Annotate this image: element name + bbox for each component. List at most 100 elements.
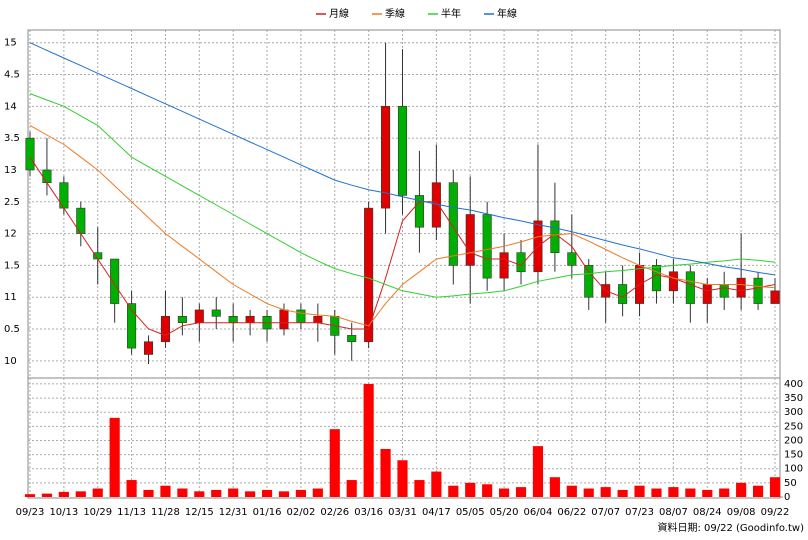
volume-bar (566, 485, 577, 497)
legend-label: 年線 (497, 7, 517, 20)
volume-bar (397, 460, 408, 497)
volume-bar (143, 489, 154, 497)
candle-body (313, 315, 323, 323)
volume-bar (583, 488, 594, 497)
y-tick-label: 11 (4, 292, 17, 303)
candle-body (110, 258, 120, 304)
candle-body (127, 303, 137, 349)
candle-body (143, 341, 154, 355)
candle-body (397, 106, 408, 196)
volume-bar (414, 480, 425, 497)
candle-body (753, 277, 763, 304)
candle-body (177, 315, 187, 323)
candle-body (347, 335, 357, 343)
x-tick-label: 06/22 (557, 507, 586, 518)
volume-bar (685, 488, 696, 497)
volume-bar (634, 485, 645, 497)
volume-bar (515, 487, 527, 497)
volume-bar (194, 491, 205, 497)
y2-tick-label: 200 (784, 435, 803, 446)
volume-bar (24, 494, 36, 497)
x-tick-label: 05/05 (456, 507, 485, 518)
volume-bar (160, 485, 171, 497)
y-tick-label: 13 (4, 165, 17, 176)
x-tick-label: 02/02 (286, 507, 315, 518)
volume-bar (92, 488, 103, 497)
x-tick-label: 08/07 (659, 507, 688, 518)
volume-bar (126, 480, 137, 497)
volume-bar (549, 477, 560, 497)
volume-bar (312, 488, 323, 497)
volume-bar (600, 487, 611, 497)
candle-body (160, 315, 170, 343)
candle-body (550, 220, 560, 253)
y2-tick-label: 150 (784, 450, 803, 461)
candle-body (567, 252, 577, 266)
x-tick-label: 09/23 (16, 507, 45, 518)
legend-label: 季線 (385, 7, 405, 20)
x-tick-label: 11/28 (151, 507, 180, 518)
candle-body (668, 271, 678, 292)
y2-tick-label: 100 (784, 464, 803, 475)
candle-body (42, 169, 52, 183)
ma-line (29, 156, 776, 336)
plot-frame (27, 29, 781, 499)
y-tick-label: 14 (4, 101, 17, 112)
candle-body (719, 284, 729, 298)
y2-tick-label: 400 (784, 379, 803, 390)
candle-body (651, 265, 662, 292)
x-tick-label: 08/24 (693, 507, 722, 518)
candle-body (245, 315, 255, 323)
y2-tick-label: 350 (784, 393, 803, 404)
x-tick-label: 12/31 (219, 507, 248, 518)
candle-body (228, 315, 238, 323)
volume-bar (499, 488, 510, 497)
y-tick-label: 3.5 (4, 133, 20, 144)
candle-body (685, 271, 695, 304)
volume-bar (380, 448, 391, 497)
volume-bar (736, 482, 747, 497)
y-tick-label: 10 (4, 356, 17, 367)
y-tick-label: 2.5 (4, 197, 20, 208)
candle-body (770, 290, 780, 304)
volume-bar (752, 485, 764, 497)
volume-bar (465, 482, 476, 497)
candle-body (381, 106, 391, 209)
source-note: 資料日期: 09/22 (Goodinfo.tw) (657, 521, 804, 534)
legend-label: 月線 (329, 7, 349, 20)
volume-bar (109, 417, 120, 497)
x-tick-label: 05/20 (490, 507, 519, 518)
y-tick-label: 12 (4, 229, 17, 240)
candle-body (584, 265, 594, 298)
candle-body (25, 137, 35, 171)
y2-tick-label: 0 (784, 492, 790, 503)
volume-bar (668, 487, 679, 497)
volume-bar (41, 493, 53, 497)
volume-bar (702, 489, 713, 497)
candle-body (448, 182, 458, 266)
y-tick-label: 15 (4, 38, 17, 49)
x-tick-label: 09/22 (761, 507, 790, 518)
x-tick-label: 01/16 (253, 507, 282, 518)
volume-bar (482, 484, 493, 497)
candle-body (296, 309, 306, 323)
volume-bar (651, 488, 662, 497)
volume-bar (532, 446, 544, 497)
y-tick-label: 1.5 (4, 260, 20, 271)
candle-body (702, 284, 712, 304)
volume-bar (177, 488, 188, 497)
volume-bar (617, 489, 628, 497)
candle-body (194, 309, 204, 323)
candle-body (414, 195, 424, 228)
volume-bar (58, 491, 69, 497)
ma-line (29, 124, 776, 327)
y-tick-label: 0.5 (4, 324, 20, 335)
candle-body (618, 284, 628, 304)
x-tick-label: 03/16 (354, 507, 383, 518)
x-tick-label: 11/13 (117, 507, 146, 518)
volume-bar (363, 383, 374, 497)
volume-bar (75, 491, 86, 497)
x-tick-label: 02/26 (320, 507, 349, 518)
legend-label: 半年 (441, 7, 461, 20)
